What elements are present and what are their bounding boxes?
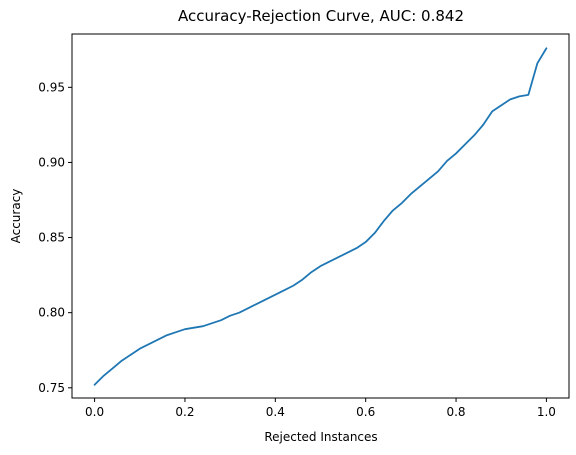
x-tick-label: 1.0 — [537, 405, 556, 419]
x-tick-label: 0.0 — [85, 405, 104, 419]
y-tick-label: 0.80 — [38, 306, 65, 320]
x-tick-label: 0.4 — [266, 405, 285, 419]
y-tick-label: 0.85 — [38, 231, 65, 245]
y-tick-label: 0.75 — [38, 381, 65, 395]
chart-title: Accuracy-Rejection Curve, AUC: 0.842 — [178, 7, 464, 25]
plot-frame — [71, 33, 570, 399]
y-axis-label: Accuracy — [9, 189, 23, 244]
y-tick-label: 0.90 — [38, 155, 65, 169]
plot-area — [93, 47, 548, 386]
x-tick-label: 0.2 — [175, 405, 194, 419]
x-axis-label: Rejected Instances — [264, 430, 377, 444]
y-tick-label: 0.95 — [38, 80, 65, 94]
x-tick-label: 0.8 — [446, 405, 465, 419]
series-line — [93, 47, 548, 386]
y-axis: 0.75 0.80 0.85 0.90 0.95 — [38, 80, 72, 395]
x-tick-label: 0.6 — [356, 405, 375, 419]
x-axis: 0.0 0.2 0.4 0.6 0.8 1.0 — [85, 398, 556, 419]
